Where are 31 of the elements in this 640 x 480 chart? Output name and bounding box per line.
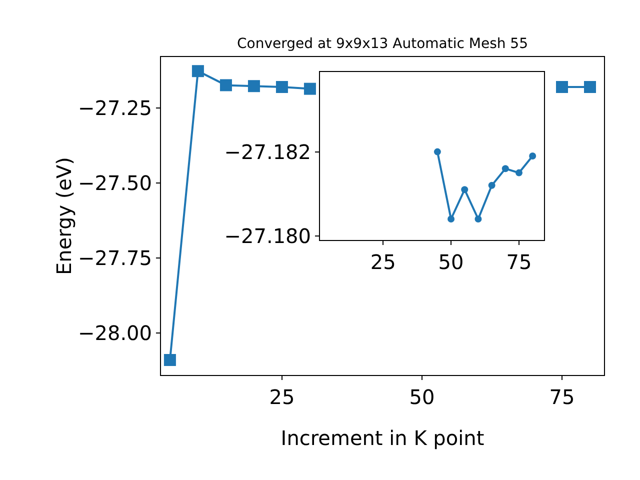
y-tick-label: −27.50 [78, 171, 152, 195]
point [584, 81, 596, 93]
point [164, 354, 176, 366]
x-tick-label: 75 [549, 385, 575, 409]
point [248, 80, 260, 92]
x-tick-label: 50 [409, 385, 435, 409]
point [276, 81, 288, 93]
point [220, 79, 232, 92]
x-tick-label: 50 [438, 250, 464, 274]
point [304, 82, 316, 95]
point [448, 216, 455, 222]
point [556, 81, 568, 93]
point [474, 216, 482, 222]
point [434, 148, 441, 156]
point [461, 186, 468, 194]
point [529, 152, 536, 160]
y-tick-label: −27.182 [224, 140, 311, 164]
point [502, 165, 509, 172]
point [488, 182, 496, 189]
point [192, 65, 204, 78]
x-tick-label: 25 [269, 385, 295, 409]
y-tick-label: −27.25 [78, 96, 152, 120]
x-tick-label: 75 [506, 250, 532, 274]
x-axis-title: Increment in K point [280, 426, 484, 450]
x-tick-label: 25 [370, 250, 396, 274]
point [515, 169, 522, 176]
y-axis-title: Energy (eV) [52, 157, 76, 275]
y-tick-label: −27.75 [78, 246, 152, 270]
y-tick-label: −27.180 [224, 224, 311, 248]
y-tick-label: −28.00 [78, 321, 152, 345]
chart-title: Converged at 9x9x13 Automatic Mesh 55 [237, 36, 528, 52]
